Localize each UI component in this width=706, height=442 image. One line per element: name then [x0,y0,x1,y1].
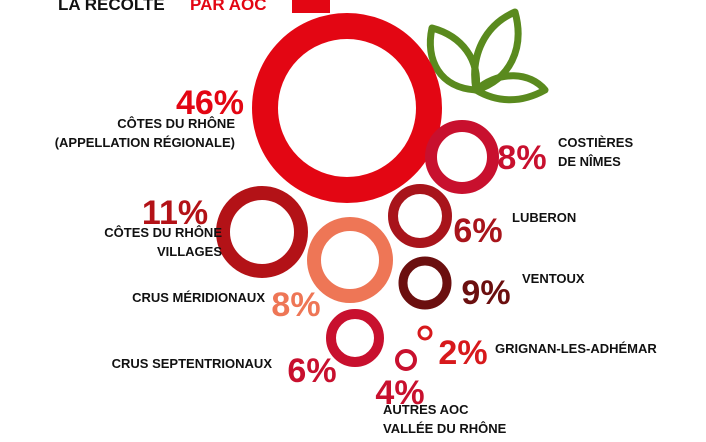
category-label: CÔTES DU RHÔNE [117,116,235,131]
percent-label: 6% [453,212,502,250]
percent-label: 4% [375,374,424,412]
category-label: CRUS SEPTENTRIONAUX [112,356,273,371]
ring [216,186,308,278]
ring [326,309,384,367]
category-label: (APPELLATION RÉGIONALE) [55,135,235,150]
category-label: GRIGNAN-LES-ADHÉMAR [495,341,657,356]
ring [252,13,442,203]
title-box [292,0,330,13]
percent-label: 9% [461,274,510,312]
ring [395,349,417,371]
percent-label: 6% [287,352,336,390]
category-label: COSTIÈRES [558,135,633,150]
category-label: VENTOUX [522,271,585,286]
percent-label: 8% [271,286,320,324]
ring [425,120,499,194]
category-label: CRUS MÉRIDIONAUX [132,290,265,305]
percent-label: 11% [142,194,208,232]
percent-label: 46% [176,84,244,122]
ring [307,217,393,303]
category-label: CÔTES DU RHÔNE [104,225,222,240]
category-label: VALLÉE DU RHÔNE [383,421,507,436]
category-label: LUBERON [512,210,576,225]
ring [398,256,452,310]
category-label: DE NÎMES [558,154,621,169]
leaf-icon [426,8,549,104]
percent-label: 2% [438,334,487,372]
category-label: AUTRES AOC [383,402,469,417]
ring [417,325,433,341]
ring [388,184,452,248]
title-part: PAR AOC [190,0,267,14]
category-label: VILLAGES [157,244,222,259]
percent-label: 8% [497,139,546,177]
title-part: LA RÉCOLTE [58,0,165,14]
